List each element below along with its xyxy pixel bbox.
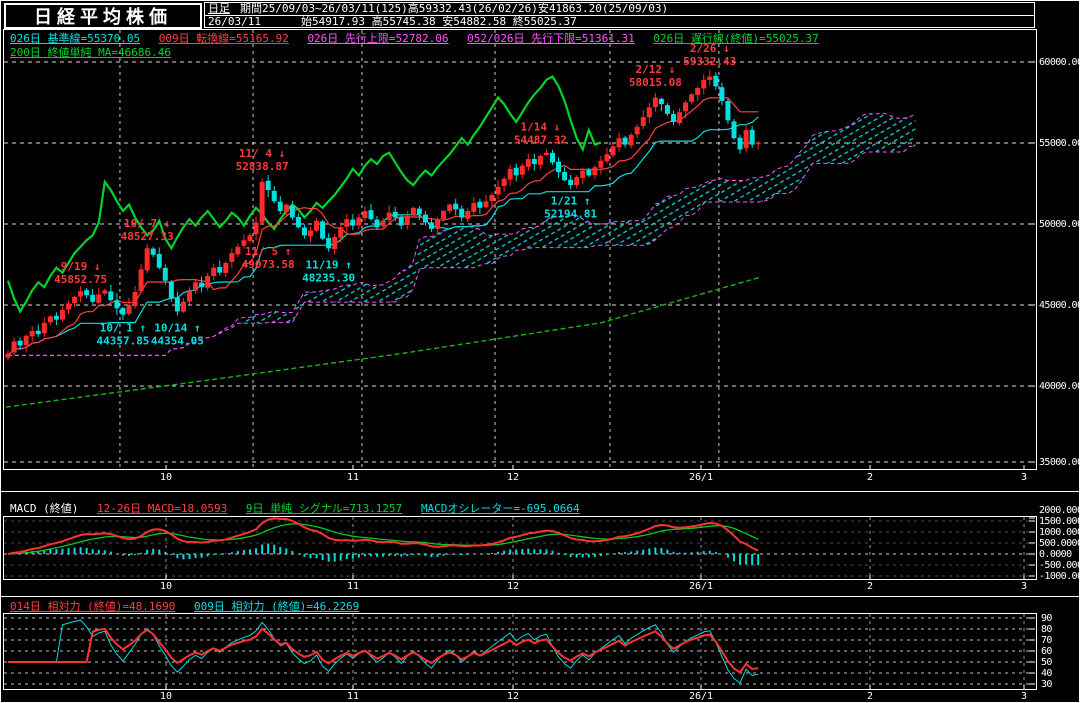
axis-label: 12 xyxy=(506,472,520,483)
axis-label: 30 xyxy=(1041,679,1052,690)
axis-label: 3 xyxy=(1020,691,1028,702)
axis-label: 3 xyxy=(1020,581,1028,592)
rsi-panel[interactable] xyxy=(3,613,1037,690)
section-divider xyxy=(1,491,1079,492)
axis-label: 90 xyxy=(1041,613,1052,624)
axis-label: 3 xyxy=(1020,472,1028,483)
axis-label: 12 xyxy=(506,581,520,592)
window-title: 日経平均株価 xyxy=(4,3,202,29)
axis-label: 45000.00 xyxy=(1039,300,1080,311)
axis-label: 10 xyxy=(159,472,173,483)
axis-label: 70 xyxy=(1041,635,1052,646)
axis-label: 2 xyxy=(866,472,874,483)
legend-item-kijun: 026日 基準線=55370.05 xyxy=(10,32,141,45)
chart-header: 日足 期間25/09/03~26/03/11(125)高59332.43(26/0… xyxy=(204,2,1035,28)
axis-label: 10 xyxy=(159,691,173,702)
current-date-label: 26/03/11 xyxy=(208,16,261,28)
period-text: 期間25/09/03~26/03/11(125)高59332.43(26/02/… xyxy=(240,3,669,15)
axis-label: 11 xyxy=(346,691,360,702)
axis-label: 60000.00 xyxy=(1039,57,1080,68)
axis-label: 1000.000 xyxy=(1039,527,1080,538)
axis-label: 60 xyxy=(1041,646,1052,657)
legend-item-rsi14: 014日 相対力 (終値)=48.1690 xyxy=(10,600,176,613)
axis-label: 11 xyxy=(346,472,360,483)
legend-item-oscillator: MACDオシレーター=-695.0664 xyxy=(420,502,580,515)
legend-item-senkou-upper: 026日 先行上限=52782.06 xyxy=(307,32,449,45)
axis-label: -500.000 xyxy=(1039,560,1080,571)
axis-label: 11 xyxy=(346,581,360,592)
axis-label: 500.0000 xyxy=(1039,538,1080,549)
axis-label: 2 xyxy=(866,691,874,702)
axis-label: 0.0000 xyxy=(1039,549,1072,560)
axis-label: 80 xyxy=(1041,624,1052,635)
main-chart-panel[interactable] xyxy=(3,29,1037,470)
interval-label[interactable]: 日足 xyxy=(208,3,230,15)
macd-legend-title: MACD (終値) xyxy=(10,502,79,515)
axis-label: 10 xyxy=(159,581,173,592)
axis-label: -1000.00 xyxy=(1039,571,1080,582)
legend-item-signal: 9日 単純 シグナル=713.1257 xyxy=(245,502,403,515)
ichimoku-legend: 026日 基準線=55370.05 009日 転換線=55165.92 026日… xyxy=(10,32,831,60)
axis-label: 50000.00 xyxy=(1039,219,1080,230)
axis-label: 26/1 xyxy=(688,472,714,483)
legend-item-chikou: 026日 遅行線(終値)=55025.37 xyxy=(653,32,819,45)
axis-label: 2 xyxy=(866,581,874,592)
axis-label: 26/1 xyxy=(688,581,714,592)
axis-label: 55000.00 xyxy=(1039,138,1080,149)
axis-label: 26/1 xyxy=(688,691,714,702)
axis-label: 40000.00 xyxy=(1039,381,1080,392)
axis-label: 40 xyxy=(1041,668,1052,679)
axis-label: 1500.000 xyxy=(1039,516,1080,527)
legend-item-rsi9: 009日 相対力 (終値)=46.2269 xyxy=(193,600,360,613)
axis-label: 2000.000 xyxy=(1039,505,1080,516)
section-divider xyxy=(1,596,1079,597)
legend-item-senkou-lower: 052/026日 先行下限=51361.31 xyxy=(467,32,635,45)
header-period-row: 日足 期間25/09/03~26/03/11(125)高59332.43(26/0… xyxy=(205,3,1034,16)
macd-panel[interactable] xyxy=(3,516,1037,580)
ohlc-summary: 始54917.93 高55745.38 安54882.58 終55025.37 xyxy=(300,16,577,28)
macd-legend: MACD (終値) 12-26日 MACD=18.0593 9日 単純 シグナル… xyxy=(10,502,592,516)
header-quote-row: 26/03/11 始54917.93 高55745.38 安54882.58 終5… xyxy=(205,16,1034,28)
legend-item-ma200: 200日 終値単純 MA=46686.46 xyxy=(10,46,171,59)
axis-label: 50 xyxy=(1041,657,1052,668)
legend-item-tenkan: 009日 転換線=55165.92 xyxy=(158,32,289,45)
legend-item-macd: 12-26日 MACD=18.0593 xyxy=(96,502,228,515)
rsi-legend: 014日 相対力 (終値)=48.1690 009日 相対力 (終値)=46.2… xyxy=(10,600,371,614)
axis-label: 35000.00 xyxy=(1039,457,1080,468)
axis-label: 12 xyxy=(506,691,520,702)
